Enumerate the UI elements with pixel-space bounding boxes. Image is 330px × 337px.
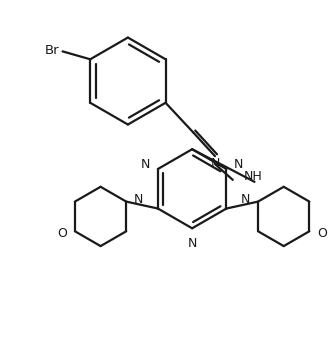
Text: N: N	[187, 237, 197, 250]
Text: N: N	[241, 193, 250, 206]
Text: N: N	[134, 193, 144, 206]
Text: N: N	[234, 158, 244, 171]
Text: N: N	[210, 157, 220, 170]
Text: Br: Br	[44, 44, 59, 57]
Text: O: O	[317, 227, 327, 240]
Text: O: O	[57, 227, 67, 240]
Text: N: N	[141, 158, 150, 171]
Text: NH: NH	[244, 171, 262, 183]
